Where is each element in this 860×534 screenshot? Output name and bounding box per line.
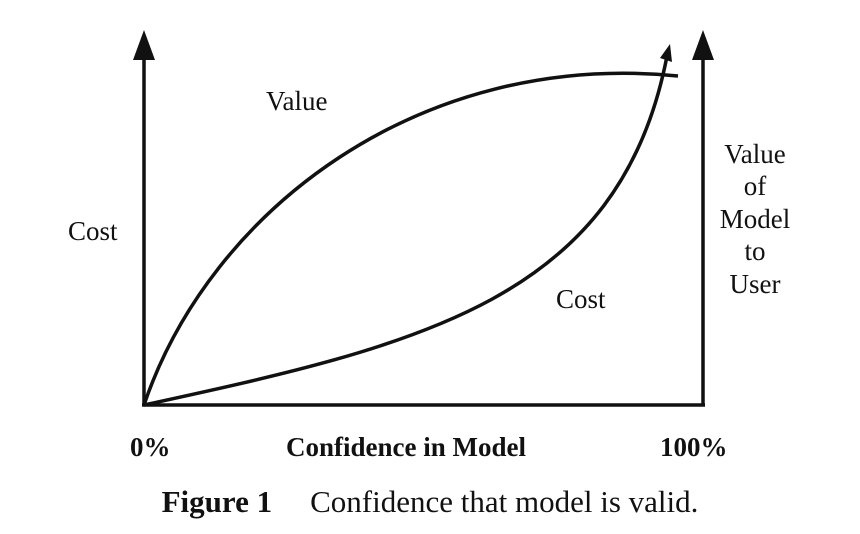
right-axis-arrowhead (692, 30, 714, 60)
right-axis-label: Value of Model to User (700, 138, 810, 300)
figure-number: Figure 1 (161, 484, 273, 519)
cost-curve-arrowhead (660, 44, 672, 62)
cost-curve-label: Cost (556, 284, 606, 314)
left-axis-label: Cost (68, 216, 118, 246)
figure-caption-text: Confidence that model is valid. (310, 484, 699, 519)
x-axis-start-label: 0% (130, 432, 171, 462)
x-axis-title: Confidence in Model (286, 432, 526, 462)
value-curve-label: Value (266, 86, 328, 116)
cost-curve (143, 55, 669, 407)
figure-caption: Figure 1 Confidence that model is valid. (0, 486, 860, 517)
right-axis-label-line: Value (724, 139, 786, 169)
x-axis-end-label: 100% (660, 432, 728, 462)
right-axis-label-line: Model (719, 203, 791, 234)
left-axis-arrowhead (133, 30, 155, 60)
right-axis-label-line: to (744, 236, 766, 267)
right-axis-label-line: of (743, 171, 767, 202)
value-curve (142, 71, 679, 406)
right-axis-label-line: User (729, 268, 781, 299)
